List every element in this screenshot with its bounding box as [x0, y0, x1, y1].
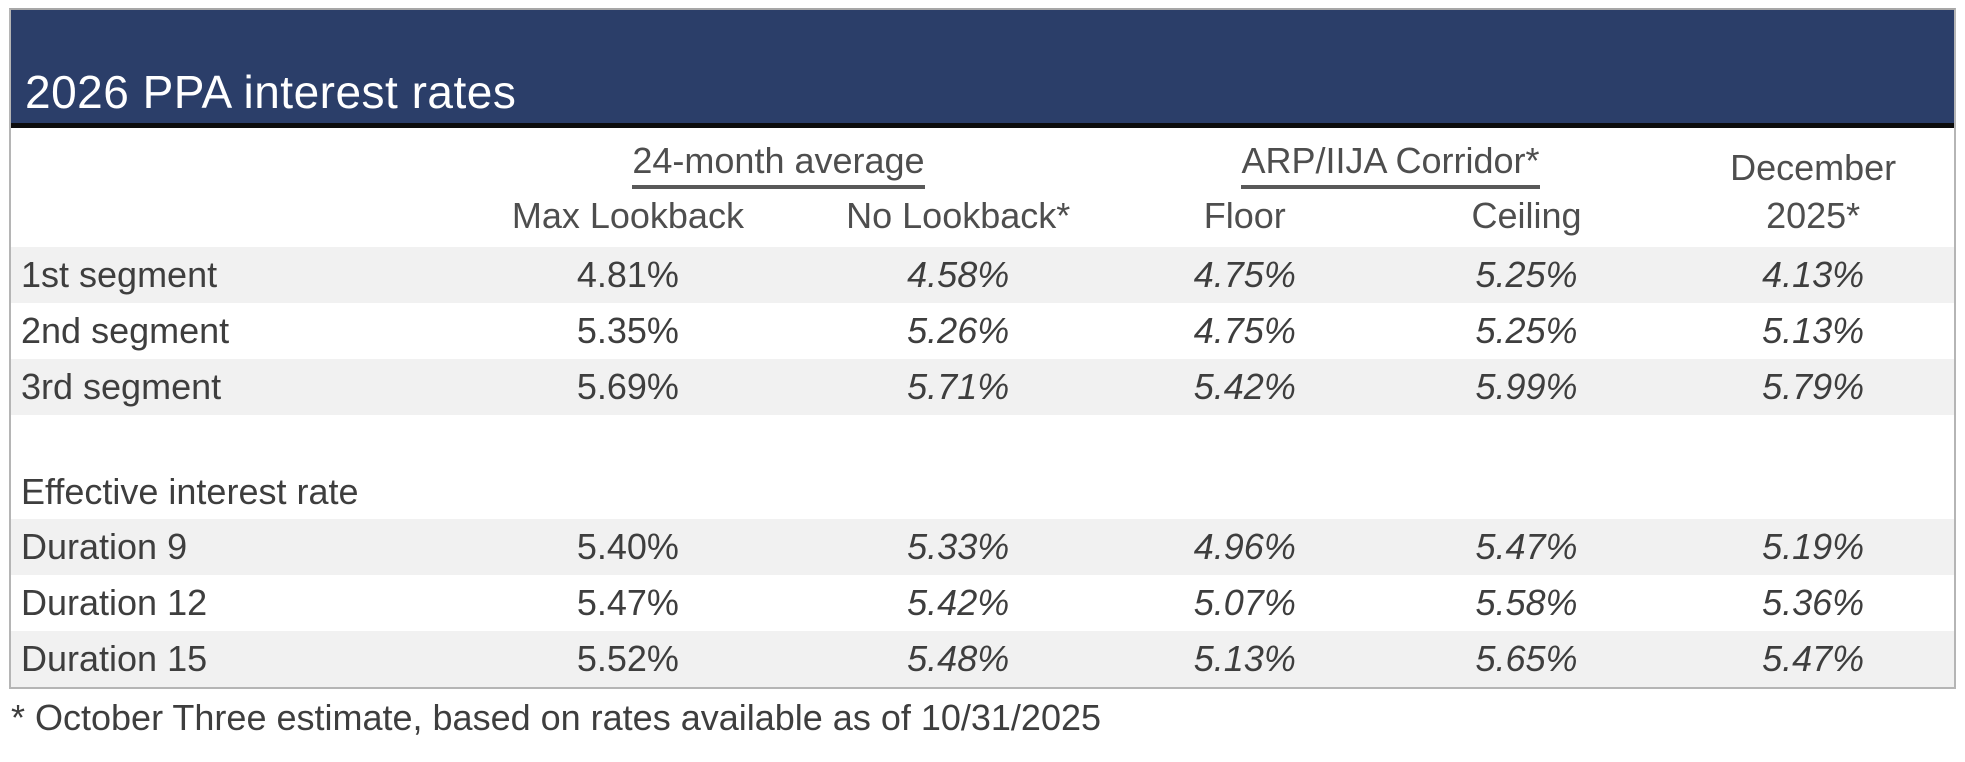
cell-value: 5.33% [907, 526, 1010, 568]
cell-value: 4.13% [1762, 254, 1865, 296]
group-header-row: 24-month average ARP/IIJA Corridor* Dece… [11, 128, 1954, 191]
cell-value: 5.79% [1762, 366, 1865, 408]
row-label: Duration 12 [21, 582, 208, 624]
cell-value: 5.99% [1475, 366, 1578, 408]
cell-value: 4.81% [576, 254, 679, 296]
cell-value [808, 465, 1109, 519]
cell-value: 4.58% [907, 254, 1010, 296]
column-header-floor: Floor [1203, 195, 1286, 237]
cell-value: 5.35% [576, 310, 679, 352]
column-header-december-2025: 2025* [1766, 195, 1861, 237]
section-label: Effective interest rate [21, 471, 359, 513]
cell-value: 5.52% [576, 638, 679, 680]
cell-value: 5.42% [907, 582, 1010, 624]
cell-value: 4.96% [1193, 526, 1296, 568]
cell-value: 5.13% [1193, 638, 1296, 680]
group-header-empty [11, 128, 448, 191]
cell-value: 5.69% [576, 366, 679, 408]
cell-value: 5.07% [1193, 582, 1296, 624]
table-row-duration-15: Duration 15 5.52% 5.48% 5.13% 5.65% 5.47… [11, 631, 1954, 688]
cell-value [1109, 465, 1381, 519]
table-row-1st-segment: 1st segment 4.81% 4.58% 4.75% 5.25% 4.13… [11, 247, 1954, 304]
row-label: 3rd segment [21, 366, 222, 408]
page-title: 2026 PPA interest rates [25, 66, 517, 118]
cell-value: 5.47% [1475, 526, 1578, 568]
header-divider [11, 123, 1954, 128]
cell-value: 4.75% [1193, 310, 1296, 352]
title-bar: 2026 PPA interest rates [11, 10, 1954, 123]
rates-table-card: 2026 PPA interest rates 24-month average… [9, 8, 1956, 690]
cell-value: 5.47% [1762, 638, 1865, 680]
cell-value: 5.36% [1762, 582, 1865, 624]
cell-value: 5.25% [1475, 254, 1578, 296]
group-header-24-month-average: 24-month average [448, 128, 1109, 191]
cell-value: 5.40% [576, 526, 679, 568]
table-row-2nd-segment: 2nd segment 5.35% 5.26% 4.75% 5.25% 5.13… [11, 303, 1954, 359]
cell-value: 5.65% [1475, 638, 1578, 680]
spacer-cell [11, 415, 1954, 465]
cell-value: 5.13% [1762, 310, 1865, 352]
column-header-empty [11, 191, 448, 247]
row-label: Duration 15 [21, 638, 208, 680]
row-label: 2nd segment [21, 310, 230, 352]
group-header-arp-iija-corridor: ARP/IIJA Corridor* [1109, 128, 1672, 191]
table-row-3rd-segment: 3rd segment 5.69% 5.71% 5.42% 5.99% 5.79… [11, 359, 1954, 416]
group-header-december: December [1672, 128, 1954, 191]
interest-rates-table: 24-month average ARP/IIJA Corridor* Dece… [11, 128, 1954, 688]
cell-value: 5.58% [1475, 582, 1578, 624]
cell-value: 5.19% [1762, 526, 1865, 568]
footnote: * October Three estimate, based on rates… [11, 697, 1102, 739]
cell-value: 4.75% [1193, 254, 1296, 296]
cell-value: 5.47% [576, 582, 679, 624]
table-row-duration-12: Duration 12 5.47% 5.42% 5.07% 5.58% 5.36… [11, 575, 1954, 631]
column-header-no-lookback: No Lookback* [846, 195, 1071, 237]
cell-value [448, 465, 807, 519]
group-header-24-month-average-label: 24-month average [632, 140, 925, 190]
column-header-max-lookback: Max Lookback [511, 195, 744, 237]
table-row-effective-interest-rate: Effective interest rate [11, 465, 1954, 519]
group-header-arp-iija-corridor-label: ARP/IIJA Corridor* [1241, 140, 1540, 190]
row-label: 1st segment [21, 254, 218, 296]
row-label: Duration 9 [21, 526, 188, 568]
cell-value: 5.48% [907, 638, 1010, 680]
cell-value: 5.71% [907, 366, 1010, 408]
group-header-december-label: December [1730, 147, 1897, 189]
column-header-ceiling: Ceiling [1471, 195, 1582, 237]
column-header-row: Max Lookback No Lookback* Floor Ceiling … [11, 191, 1954, 247]
cell-value [1381, 465, 1672, 519]
cell-value: 5.26% [907, 310, 1010, 352]
spacer-row [11, 415, 1954, 465]
cell-value [1672, 465, 1954, 519]
cell-value: 5.25% [1475, 310, 1578, 352]
cell-value: 5.42% [1193, 366, 1296, 408]
table-row-duration-9: Duration 9 5.40% 5.33% 4.96% 5.47% 5.19% [11, 519, 1954, 576]
